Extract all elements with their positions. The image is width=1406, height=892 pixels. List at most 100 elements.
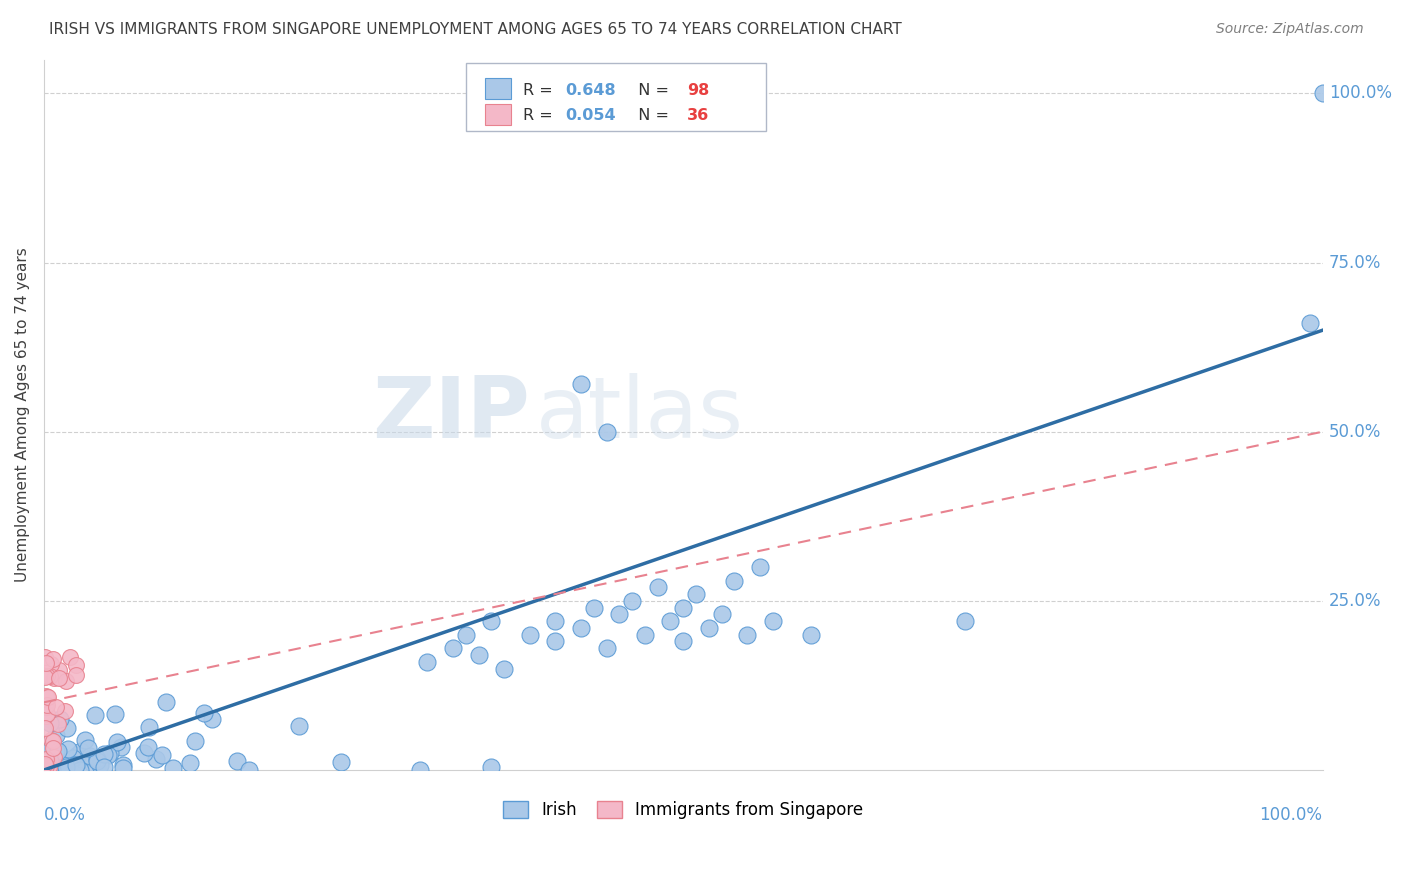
Point bbox=[35, 709, 58, 723]
Point bbox=[39, 733, 62, 747]
FancyBboxPatch shape bbox=[485, 78, 510, 99]
Point bbox=[58, 649, 80, 664]
Point bbox=[45, 744, 67, 758]
Text: 0.054: 0.054 bbox=[565, 108, 616, 123]
Point bbox=[111, 758, 134, 772]
Point bbox=[42, 750, 65, 764]
Legend: Irish, Immigrants from Singapore: Irish, Immigrants from Singapore bbox=[496, 794, 870, 826]
Point bbox=[42, 652, 65, 666]
Point bbox=[329, 755, 352, 769]
Text: ZIP: ZIP bbox=[373, 373, 530, 457]
Point bbox=[41, 763, 63, 777]
Point bbox=[55, 674, 77, 689]
Point bbox=[659, 614, 682, 628]
Point bbox=[288, 718, 311, 732]
Point bbox=[481, 760, 503, 774]
Point bbox=[226, 754, 249, 768]
Point bbox=[607, 607, 630, 622]
Point bbox=[183, 733, 205, 747]
Point bbox=[37, 707, 59, 722]
Point bbox=[569, 377, 592, 392]
Point bbox=[97, 748, 120, 763]
Text: 100.0%: 100.0% bbox=[1260, 805, 1323, 823]
Point bbox=[48, 712, 70, 726]
FancyBboxPatch shape bbox=[465, 63, 766, 130]
Point bbox=[39, 747, 62, 761]
Point bbox=[34, 757, 56, 772]
Point bbox=[39, 743, 62, 757]
Point bbox=[35, 763, 58, 777]
Text: 75.0%: 75.0% bbox=[1329, 253, 1381, 271]
Point bbox=[86, 752, 108, 766]
Point bbox=[110, 739, 132, 754]
Point bbox=[45, 700, 67, 714]
Point bbox=[569, 621, 592, 635]
Point bbox=[53, 704, 76, 718]
Point bbox=[39, 754, 62, 768]
Point bbox=[39, 737, 62, 751]
Point bbox=[41, 657, 63, 671]
Point bbox=[1312, 87, 1334, 101]
Point bbox=[111, 762, 134, 776]
Point bbox=[93, 747, 115, 761]
Point bbox=[73, 732, 96, 747]
Point bbox=[634, 628, 657, 642]
Point bbox=[86, 754, 108, 768]
Text: 98: 98 bbox=[688, 83, 709, 97]
Point bbox=[953, 614, 976, 628]
Point bbox=[77, 740, 100, 755]
Point bbox=[416, 655, 439, 669]
Point bbox=[1299, 317, 1322, 331]
Point bbox=[519, 628, 541, 642]
Point bbox=[98, 746, 121, 760]
Point bbox=[647, 580, 669, 594]
Point bbox=[494, 661, 516, 675]
Text: 25.0%: 25.0% bbox=[1329, 592, 1382, 610]
Point bbox=[42, 734, 65, 748]
Point bbox=[38, 669, 60, 683]
Point bbox=[65, 668, 87, 682]
Point bbox=[672, 600, 695, 615]
Point bbox=[672, 634, 695, 648]
Point bbox=[65, 758, 87, 772]
Point bbox=[193, 706, 215, 720]
Point bbox=[35, 657, 58, 671]
Point bbox=[79, 749, 101, 764]
Point bbox=[697, 621, 720, 635]
Point bbox=[481, 614, 503, 628]
Point bbox=[65, 658, 87, 673]
Point bbox=[55, 760, 77, 774]
Point bbox=[408, 763, 430, 777]
Point bbox=[52, 758, 75, 772]
Point bbox=[41, 741, 63, 756]
Point bbox=[155, 695, 177, 709]
Point bbox=[441, 641, 464, 656]
Point bbox=[46, 717, 69, 731]
Point bbox=[35, 690, 58, 704]
Point bbox=[89, 758, 111, 772]
Point bbox=[35, 752, 58, 766]
Point bbox=[162, 761, 184, 775]
Text: 36: 36 bbox=[688, 108, 709, 123]
Point bbox=[79, 750, 101, 764]
Point bbox=[150, 748, 173, 763]
Point bbox=[34, 722, 56, 736]
Point bbox=[70, 744, 93, 758]
Point bbox=[56, 742, 79, 756]
Point bbox=[35, 759, 58, 773]
Point bbox=[34, 670, 56, 684]
Point bbox=[621, 594, 644, 608]
Point bbox=[723, 574, 745, 588]
Text: 50.0%: 50.0% bbox=[1329, 423, 1381, 441]
Point bbox=[41, 743, 63, 757]
FancyBboxPatch shape bbox=[485, 103, 510, 125]
Point bbox=[595, 641, 617, 656]
Point bbox=[138, 720, 160, 734]
Point bbox=[55, 721, 77, 735]
Point bbox=[80, 756, 103, 770]
Point bbox=[105, 735, 128, 749]
Point bbox=[48, 672, 70, 686]
Point bbox=[201, 712, 224, 726]
Text: 0.0%: 0.0% bbox=[44, 805, 86, 823]
Point bbox=[48, 744, 70, 758]
